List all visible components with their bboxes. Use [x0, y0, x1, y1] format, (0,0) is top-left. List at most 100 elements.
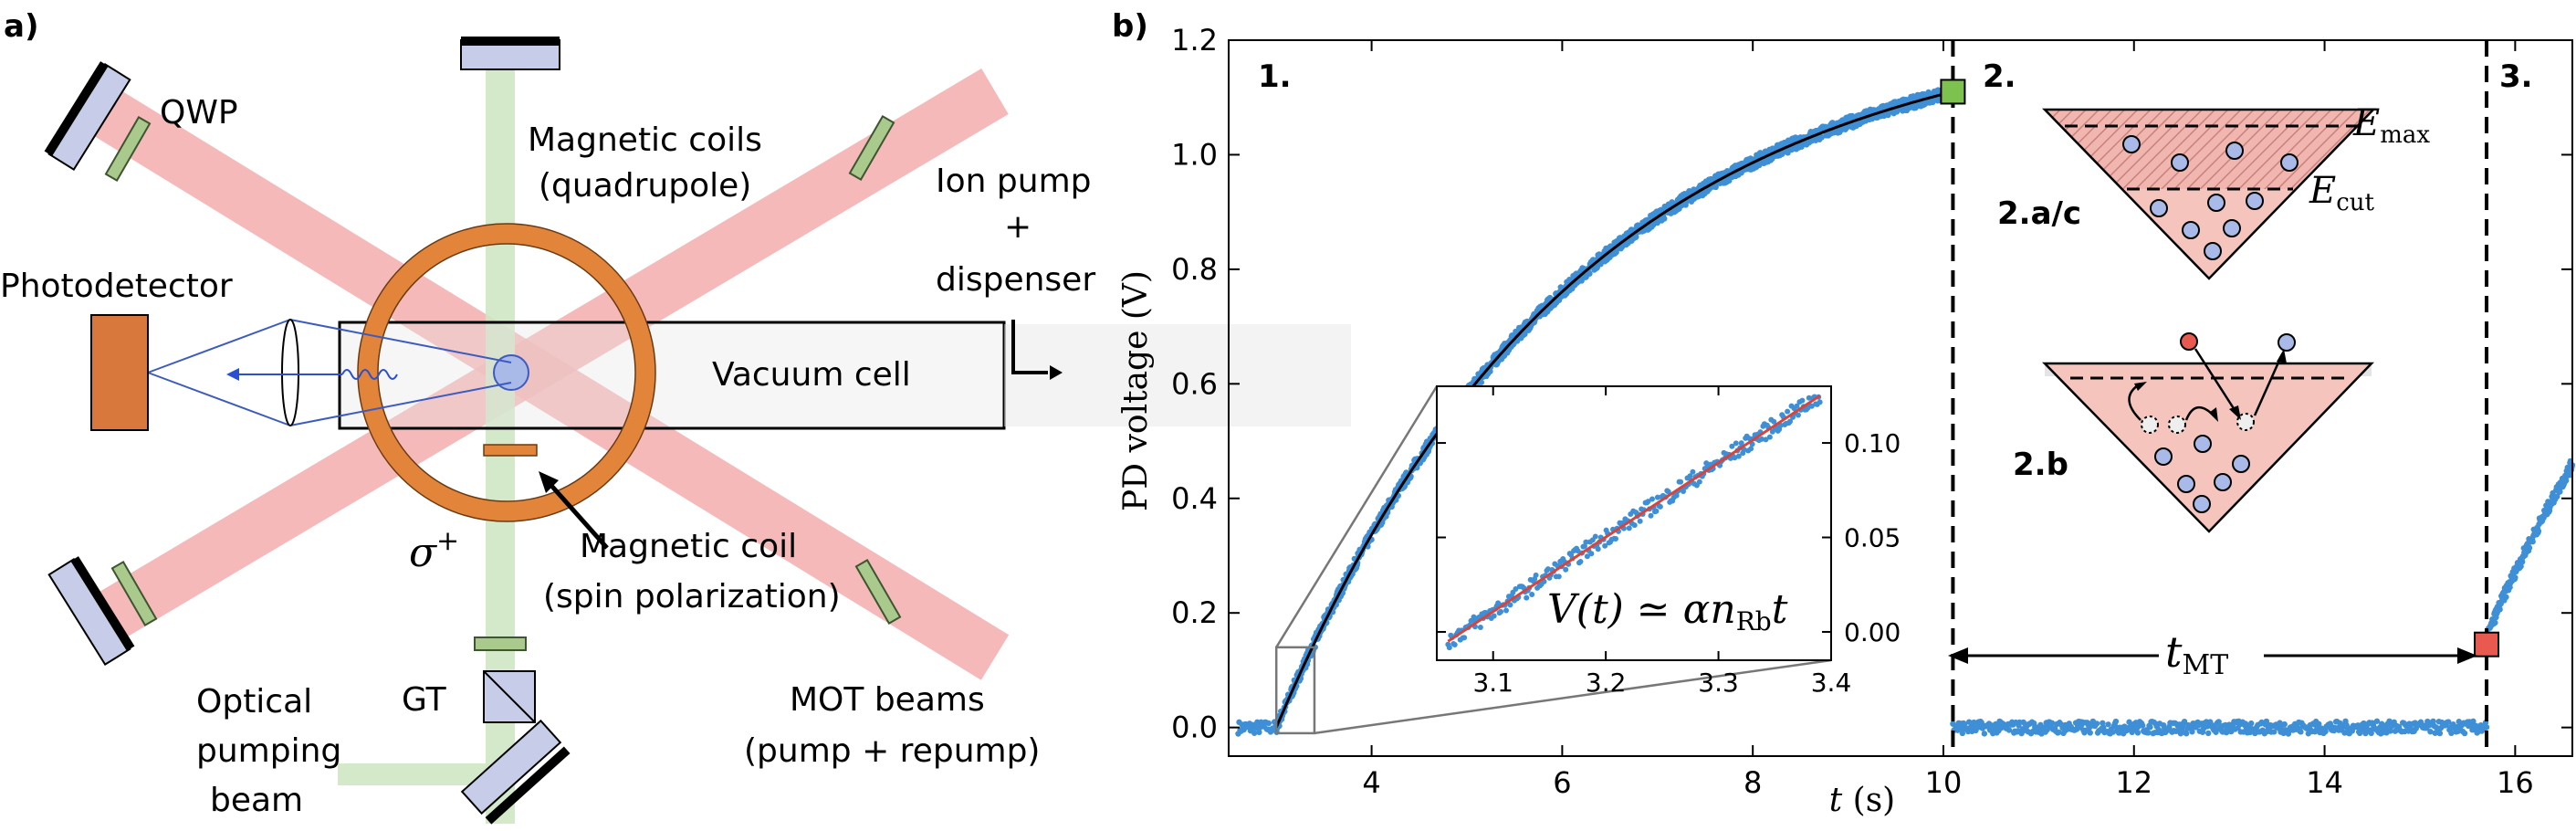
inset-data-point [1678, 479, 1684, 485]
inset-data-point [1533, 572, 1539, 578]
data-point [1265, 720, 1272, 727]
inset-data-point [1771, 418, 1777, 425]
inset-data-point [1673, 492, 1680, 499]
data-point [1961, 721, 1968, 728]
inset-data-point [1758, 436, 1764, 442]
x-axis-label: t (s) [1829, 782, 1895, 819]
inset-data-point [1649, 496, 1655, 502]
inset-data-point [1451, 641, 1458, 647]
waveplates [104, 114, 902, 651]
inset-data-point [1524, 594, 1530, 601]
x-tick-label: 6 [1553, 765, 1571, 800]
inset-x-tick-label: 3.3 [1698, 668, 1739, 698]
inset-data-point [1613, 535, 1619, 542]
zoom-box [1274, 646, 1316, 735]
label-mot-line2: (pump + repump) [744, 732, 1040, 770]
x-tick-label: 4 [1362, 765, 1380, 800]
data-point [2271, 729, 2278, 735]
data-point [2557, 489, 2563, 495]
inset-data-point [1795, 412, 1801, 418]
glan-taylor [483, 670, 536, 723]
data-point [2298, 729, 2304, 735]
label-sigma: σ+ [409, 525, 459, 576]
y-tick-label: 0.4 [1171, 481, 1218, 516]
mirror-top-left [44, 61, 131, 172]
inset-data-point [1687, 473, 1693, 479]
data-point [2189, 729, 2195, 735]
reload-start-marker [2474, 631, 2500, 657]
inset-data-point [1507, 602, 1513, 608]
data-point [2430, 718, 2436, 725]
panel-b-label: b) [1112, 8, 1148, 45]
data-point [2470, 718, 2477, 725]
inset-a-label: 2.a/c [1997, 195, 2081, 232]
data-point [2436, 730, 2444, 737]
photodetector [90, 314, 149, 431]
qwp-bottom-right [854, 558, 902, 626]
data-point [2112, 718, 2120, 725]
data-point [2427, 728, 2434, 735]
inset-data-point [1738, 440, 1744, 447]
ecut-label: Ecut [2309, 170, 2375, 216]
inset-data-point [1645, 499, 1651, 505]
data-point [1661, 216, 1668, 222]
x-tick-label: 8 [1744, 765, 1762, 800]
data-point [2322, 728, 2329, 735]
schematic-2ac: Emax Ecut 2.a/c [1997, 102, 2430, 280]
data-point [2263, 718, 2270, 725]
inset-data-point [1626, 525, 1632, 531]
data-point [1478, 379, 1485, 385]
data-point [2461, 730, 2468, 737]
label-ion-line3: dispenser [936, 261, 1095, 299]
label-coil-line2: (spin polarization) [543, 578, 841, 615]
y-tick-label: 0.6 [1171, 366, 1218, 401]
qwp-top-left [104, 115, 152, 183]
inset-data-point [1657, 503, 1663, 510]
inset-data-point [1477, 624, 1483, 630]
data-point [2183, 731, 2190, 737]
lens [281, 319, 299, 426]
inset-plot: 3.1 3.2 3.3 3.4 0.00 0.05 0.10 V(t) ≃ αnRbt [1436, 385, 1901, 698]
data-point [2100, 720, 2106, 727]
ion-pump-arrow [1011, 320, 1048, 374]
label-coils-line1: Magnetic coils [528, 121, 762, 159]
tmt-arrow: tMT [1948, 627, 2477, 681]
inset-data-point [1729, 443, 1735, 449]
y-tick-label: 1.2 [1171, 23, 1218, 58]
data-point [2181, 718, 2188, 725]
inset-data-point [1498, 608, 1504, 615]
state-markers [1940, 79, 2500, 657]
inset-data-point [1637, 518, 1643, 524]
label-ion-line1: Ion pump [936, 163, 1092, 200]
inset-fit-line [1447, 394, 1821, 643]
inset-data-point [1806, 394, 1812, 401]
x-tick-label: 12 [2115, 765, 2152, 800]
main-plot-frame [1228, 39, 2573, 757]
label-mot-line1: MOT beams [790, 681, 985, 719]
inset-x-tick-label: 3.2 [1586, 668, 1627, 698]
x-tick-label: 16 [2497, 765, 2534, 800]
inset-data-point [1513, 586, 1519, 593]
panel-a: a) [0, 8, 1351, 825]
inset-data-point [1584, 553, 1590, 560]
data-point [2492, 619, 2498, 626]
x-axis-ticks: 4 6 8 10 12 14 16 [1362, 40, 2534, 800]
data-point [2563, 478, 2570, 484]
label-coils-line2: (quadrupole) [539, 167, 751, 205]
data-point [2005, 727, 2013, 733]
data-point [2056, 729, 2062, 736]
inset-data-point [1735, 453, 1742, 459]
y-axis-label: PD voltage (V) [1117, 270, 1155, 511]
data-point [1522, 331, 1528, 338]
inset-data-point [1602, 542, 1608, 549]
mot-beam-diagonal-2 [73, 68, 1009, 653]
y-axis-ticks: 0.0 0.2 0.4 0.6 0.8 1.0 1.2 [1171, 23, 2572, 745]
data-point [2497, 606, 2503, 613]
data-point [2087, 730, 2093, 736]
main-plot: 4 6 8 10 12 14 16 0.00.20.40.60.81.01.2 t (s) … [1117, 23, 2576, 819]
inset-data-point [1529, 591, 1535, 597]
inset-y-tick-label: 0.05 [1844, 523, 1901, 553]
top-mirror [460, 37, 560, 70]
data-point [2048, 720, 2056, 726]
